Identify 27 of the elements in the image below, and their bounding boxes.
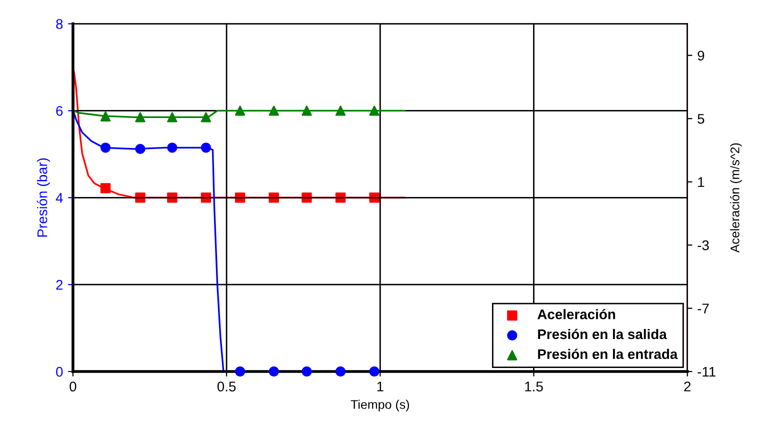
x-tick-label: 0.5	[217, 382, 236, 392]
point	[234, 366, 246, 377]
x-axis-title: Tiempo (s)	[350, 400, 410, 412]
x-tick-label: 2	[684, 382, 691, 392]
legend-label: Presión en la salida	[538, 328, 667, 340]
legend-label: Presión en la entrada	[538, 348, 678, 360]
point	[369, 366, 380, 377]
y2-axis-title: Aceleración (m/s^2)	[730, 143, 742, 253]
point	[335, 366, 346, 377]
y-tick-label: 2	[56, 280, 63, 290]
point	[302, 366, 312, 377]
y2-tick-label: -7	[698, 304, 709, 314]
y-tick-label: 8	[56, 19, 63, 29]
y-axis-title: Presión (bar)	[36, 158, 50, 237]
x-tick-label: 1	[377, 382, 384, 392]
point	[268, 366, 279, 377]
y2-tick-label: 1	[698, 177, 704, 187]
x-tick-label: 0	[70, 382, 76, 392]
legend-label: Aceleración	[538, 308, 616, 320]
y2-tick-label: -3	[698, 240, 709, 250]
y-tick-label: 6	[56, 106, 63, 116]
x-tick-label: 1.5	[525, 382, 543, 392]
y-tick-label: 0	[56, 366, 63, 377]
y2-tick-label: 5	[698, 114, 704, 124]
y2-tick-label: 9	[698, 50, 704, 61]
y-tick-label: 4	[56, 193, 63, 203]
y2-tick-label: -11	[698, 366, 716, 377]
